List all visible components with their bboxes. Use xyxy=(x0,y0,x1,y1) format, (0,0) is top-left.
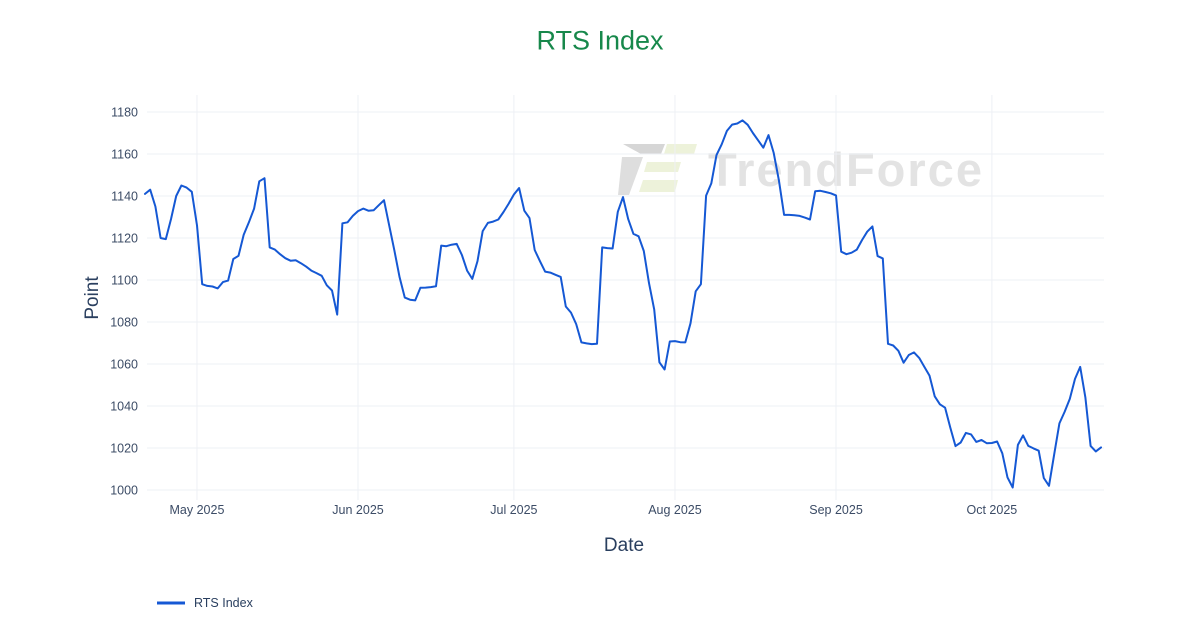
x-tick-label: Aug 2025 xyxy=(648,503,702,517)
y-tick-label: 1180 xyxy=(111,106,138,120)
y-tick-label: 1040 xyxy=(110,400,138,414)
y-tick-label: 1060 xyxy=(110,358,138,372)
legend-line-swatch xyxy=(157,601,185,605)
x-tick-label: Oct 2025 xyxy=(967,503,1018,517)
y-tick-label: 1140 xyxy=(111,190,138,204)
y-tick-label: 1100 xyxy=(111,274,138,288)
y-tick-label: 1160 xyxy=(111,148,138,162)
x-tick-label: Sep 2025 xyxy=(809,503,863,517)
y-tick-label: 1000 xyxy=(110,484,138,498)
y-axis-title: Point xyxy=(82,276,103,320)
x-axis-title: Date xyxy=(603,535,645,556)
y-tick-label: 1020 xyxy=(110,442,138,456)
x-tick-label: May 2025 xyxy=(170,503,225,517)
watermark: TrendForce xyxy=(617,141,984,197)
price-line xyxy=(144,119,1102,489)
chart-title: RTS Index xyxy=(536,25,664,56)
y-tick-label: 1080 xyxy=(110,316,138,330)
x-tick-label: Jun 2025 xyxy=(332,503,383,517)
watermark-text: TrendForce xyxy=(708,142,984,196)
legend-label: RTS Index xyxy=(194,596,253,610)
legend[interactable]: RTS Index xyxy=(156,596,253,610)
x-tick-label: Jul 2025 xyxy=(490,503,537,517)
trendforce-logo-icon xyxy=(618,144,697,195)
y-tick-label: 1120 xyxy=(111,232,138,246)
